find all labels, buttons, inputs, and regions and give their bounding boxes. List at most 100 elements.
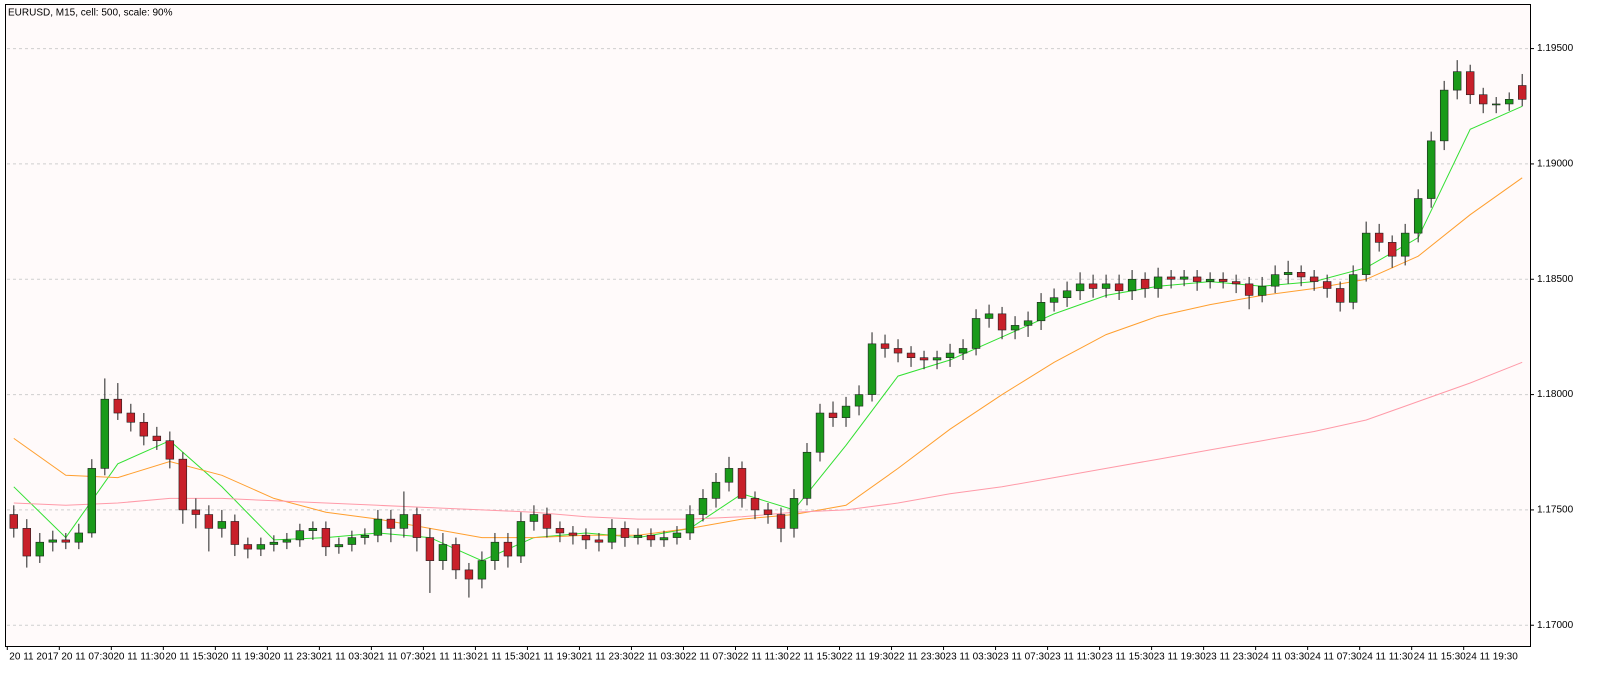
candle-body: [1465, 71, 1475, 96]
candle-body: [464, 569, 474, 580]
candle-body: [1348, 274, 1358, 303]
candle-body: [308, 528, 318, 531]
candle-body: [425, 537, 435, 561]
candle-body: [750, 498, 760, 511]
candle-body: [35, 541, 45, 557]
candle-body: [1153, 276, 1163, 289]
candle-body: [9, 514, 19, 529]
candle-body: [997, 313, 1007, 331]
candle-body: [763, 509, 773, 515]
candle-body: [1114, 283, 1124, 292]
candle-body: [22, 528, 32, 557]
moving-average-line: [13, 105, 1523, 562]
candle-body: [594, 539, 604, 543]
candle-body: [958, 348, 968, 354]
candle-body: [373, 518, 383, 536]
candle-body: [945, 352, 955, 358]
candle-body: [1010, 325, 1020, 331]
candle-body: [789, 498, 799, 529]
candle-body: [932, 357, 942, 361]
candle-body: [1088, 283, 1098, 289]
candle-body: [1387, 242, 1397, 257]
candle-body: [61, 539, 71, 543]
candle-body: [867, 343, 877, 395]
candle-body: [1452, 71, 1462, 91]
candle-body: [1491, 103, 1501, 106]
candle-body: [490, 541, 500, 561]
x-tick-label: 21 11 15:30: [477, 652, 530, 663]
x-tick-label: 22 11 07:30: [685, 652, 738, 663]
y-tick-label: 1.18500: [1537, 274, 1574, 285]
candle-body: [360, 534, 370, 538]
candle-body: [1192, 276, 1202, 282]
candle-body: [1296, 272, 1306, 278]
candle-body: [230, 521, 240, 545]
candle-body: [659, 537, 669, 541]
candle-body: [737, 468, 747, 499]
candle-body: [971, 318, 981, 349]
candle-body: [1322, 281, 1332, 289]
candle-body: [269, 541, 279, 545]
candle-body: [880, 343, 890, 349]
x-tick-label: 24 11 03:30: [1258, 652, 1311, 663]
candle-body: [1023, 320, 1033, 326]
candle-body: [1374, 232, 1384, 243]
candle-body: [776, 514, 786, 529]
candle-body: [581, 534, 591, 541]
candle-body: [815, 412, 825, 453]
x-tick-label: 23 11 07:30: [998, 652, 1051, 663]
y-tick-label: 1.17000: [1537, 620, 1574, 631]
x-tick-label: 21 11 03:30: [321, 652, 374, 663]
y-tick-label: 1.18000: [1537, 389, 1574, 400]
x-tick-label: 22 11 19:30: [842, 652, 895, 663]
candle-body: [672, 532, 682, 538]
x-tick-label: 23 11 23:30: [1206, 652, 1259, 663]
candle-body: [1257, 285, 1267, 296]
candle-body: [451, 544, 461, 571]
candle-body: [1075, 283, 1085, 292]
candle-body: [555, 528, 565, 534]
x-tick-label: 24 11 07:30: [1310, 652, 1363, 663]
x-tick-label: 20 11 07:30: [61, 652, 114, 663]
candle-body: [204, 514, 214, 529]
candle-body: [256, 544, 266, 550]
candle-body: [633, 534, 643, 538]
candle-body: [386, 518, 396, 529]
x-tick-label: 24 11 15:30: [1414, 652, 1467, 663]
x-tick-label: 22 11 03:30: [633, 652, 686, 663]
candle-body: [828, 412, 838, 418]
candle-body: [685, 514, 695, 534]
plot-area: [5, 4, 1531, 647]
candle-body: [698, 498, 708, 515]
x-tick-label: 22 11 23:30: [894, 652, 947, 663]
x-tick-label: 22 11 15:30: [790, 652, 843, 663]
chart-title: EURUSD, M15, cell: 500, scale: 90%: [8, 8, 173, 19]
candle-body: [516, 521, 526, 557]
candle-body: [113, 398, 123, 414]
candle-body: [906, 352, 916, 358]
x-tick-label: 21 11 23:30: [581, 652, 634, 663]
candle-body: [503, 541, 513, 557]
candle-body: [1062, 290, 1072, 299]
x-tick-label: 20 11 2017: [9, 652, 59, 663]
candle-body: [919, 357, 929, 361]
candle-body: [1517, 85, 1527, 100]
candle-body: [282, 539, 292, 543]
x-tick-label: 23 11 19:30: [1154, 652, 1207, 663]
y-tick-label: 1.19500: [1537, 43, 1574, 54]
x-tick-label: 21 11 19:30: [529, 652, 582, 663]
x-tick-label: 24 11 19:30: [1466, 652, 1519, 663]
candle-body: [646, 534, 656, 541]
candle-body: [1309, 276, 1319, 282]
candle-body: [1478, 94, 1488, 105]
candle-body: [347, 537, 357, 545]
candle-body: [334, 544, 344, 548]
candle-body: [321, 528, 331, 548]
candle-body: [1335, 288, 1345, 303]
candle-body: [191, 509, 201, 515]
x-tick-label: 20 11 23:30: [269, 652, 322, 663]
candle-body: [1036, 302, 1046, 322]
candle-body: [1049, 297, 1059, 303]
candle-body: [841, 405, 851, 418]
